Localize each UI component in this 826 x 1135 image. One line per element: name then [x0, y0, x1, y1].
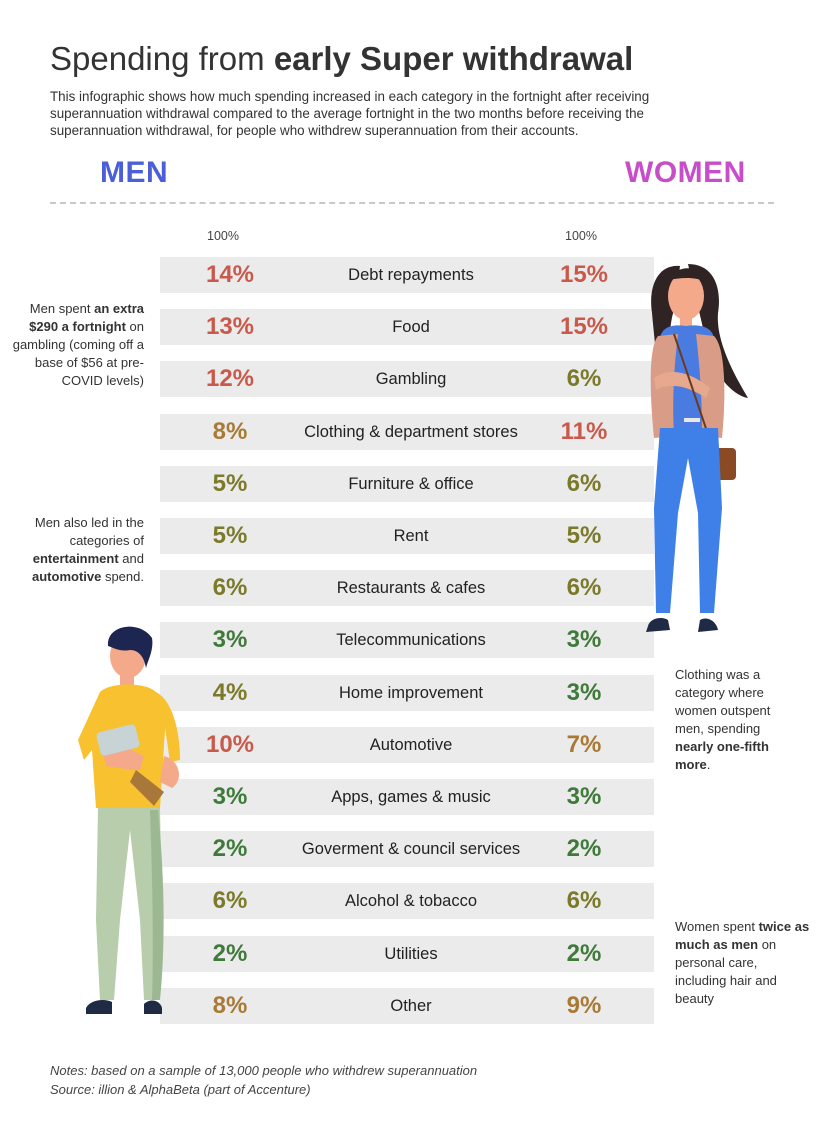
men-value: 4%: [212, 679, 248, 706]
women-value: 7%: [566, 731, 602, 758]
category-label: Debt repayments: [348, 266, 474, 284]
table-row: 6% Restaurants & cafes 6%: [160, 570, 654, 606]
women-value: 2%: [566, 835, 602, 862]
category-label: Rent: [393, 527, 429, 545]
women-value: 3%: [566, 783, 602, 810]
table-row: 5% Furniture & office 6%: [160, 466, 654, 502]
women-value: 6%: [566, 574, 602, 601]
table-row: 13% Food 15%: [160, 309, 654, 345]
table-row: 6% Alcohol & tobacco 6%: [160, 883, 654, 919]
category-label: Apps, games & music: [331, 788, 491, 806]
women-value: 6%: [566, 365, 602, 392]
men-value: 3%: [212, 783, 248, 810]
men-value: 6%: [212, 887, 248, 914]
category-label: Gambling: [375, 370, 447, 388]
men-value: 5%: [212, 522, 248, 549]
women-value: 9%: [566, 992, 602, 1019]
dashed-divider: [50, 202, 774, 204]
note-entertainment: Men also led in the categories of entert…: [32, 515, 144, 584]
women-value: 3%: [566, 626, 602, 653]
women-heading: WOMEN: [625, 156, 746, 189]
table-row: 5% Rent 5%: [160, 518, 654, 554]
men-value: 14%: [205, 261, 255, 288]
table-row: 3% Telecommunications 3%: [160, 622, 654, 658]
women-value: 5%: [566, 522, 602, 549]
footer-source: Source: illion & AlphaBeta (part of Acce…: [50, 1082, 311, 1097]
men-value: 8%: [212, 418, 248, 445]
category-label: Automotive: [369, 736, 453, 754]
men-value: 5%: [212, 470, 248, 497]
page-title: Spending from early Super withdrawal: [50, 40, 633, 78]
subtitle: This infographic shows how much spending…: [50, 89, 650, 138]
table-row: 10% Automotive 7%: [160, 727, 654, 763]
table-row: 3% Apps, games & music 3%: [160, 779, 654, 815]
table-row: 8% Clothing & department stores 11%: [160, 414, 654, 450]
table-row: 2% Utilities 2%: [160, 936, 654, 972]
women-value: 3%: [566, 679, 602, 706]
men-value: 2%: [212, 940, 248, 967]
title-bold: early Super withdrawal: [273, 40, 634, 77]
men-column-head: 100%: [207, 229, 239, 243]
note-clothing: Clothing was a category where women outs…: [675, 667, 771, 772]
category-label: Furniture & office: [348, 475, 474, 493]
table-row: 8% Other 9%: [160, 988, 654, 1024]
men-value: 10%: [205, 731, 255, 758]
women-value: 6%: [566, 887, 602, 914]
note-personal-care: Women spent twice as much as men on pers…: [675, 919, 810, 1006]
women-value: 15%: [559, 261, 609, 288]
category-label: Goverment & council services: [301, 840, 521, 858]
table-row: 14% Debt repayments 15%: [160, 257, 654, 293]
men-value: 12%: [205, 365, 255, 392]
category-label: Telecommunications: [336, 631, 486, 649]
category-label: Utilities: [384, 945, 438, 963]
category-label: Restaurants & cafes: [336, 579, 486, 597]
women-value: 11%: [560, 418, 608, 445]
note-gambling: Men spent an extra $290 a fortnight on g…: [12, 301, 144, 388]
women-value: 15%: [559, 313, 609, 340]
men-value: 6%: [212, 574, 248, 601]
men-value: 8%: [212, 992, 248, 1019]
category-label: Food: [392, 318, 430, 336]
table-row: 12% Gambling 6%: [160, 361, 654, 397]
table-row: 2% Goverment & council services 2%: [160, 831, 654, 867]
man-illustration: [78, 626, 180, 1014]
women-column-head: 100%: [565, 229, 597, 243]
woman-illustration: [646, 264, 748, 632]
men-heading: MEN: [100, 156, 169, 189]
men-value: 2%: [212, 835, 248, 862]
footer: Notes: based on a sample of 13,000 peopl…: [50, 1061, 477, 1099]
women-value: 2%: [566, 940, 602, 967]
men-value: 3%: [212, 626, 248, 653]
title-prefix: Spending from: [50, 40, 274, 77]
category-label: Clothing & department stores: [304, 423, 518, 441]
category-label: Alcohol & tobacco: [344, 892, 478, 910]
women-value: 6%: [566, 470, 602, 497]
men-value: 13%: [205, 313, 255, 340]
table-row: 4% Home improvement 3%: [160, 675, 654, 711]
category-label: Other: [390, 997, 432, 1015]
footer-notes: Notes: based on a sample of 13,000 peopl…: [50, 1063, 478, 1078]
category-label: Home improvement: [339, 684, 483, 702]
